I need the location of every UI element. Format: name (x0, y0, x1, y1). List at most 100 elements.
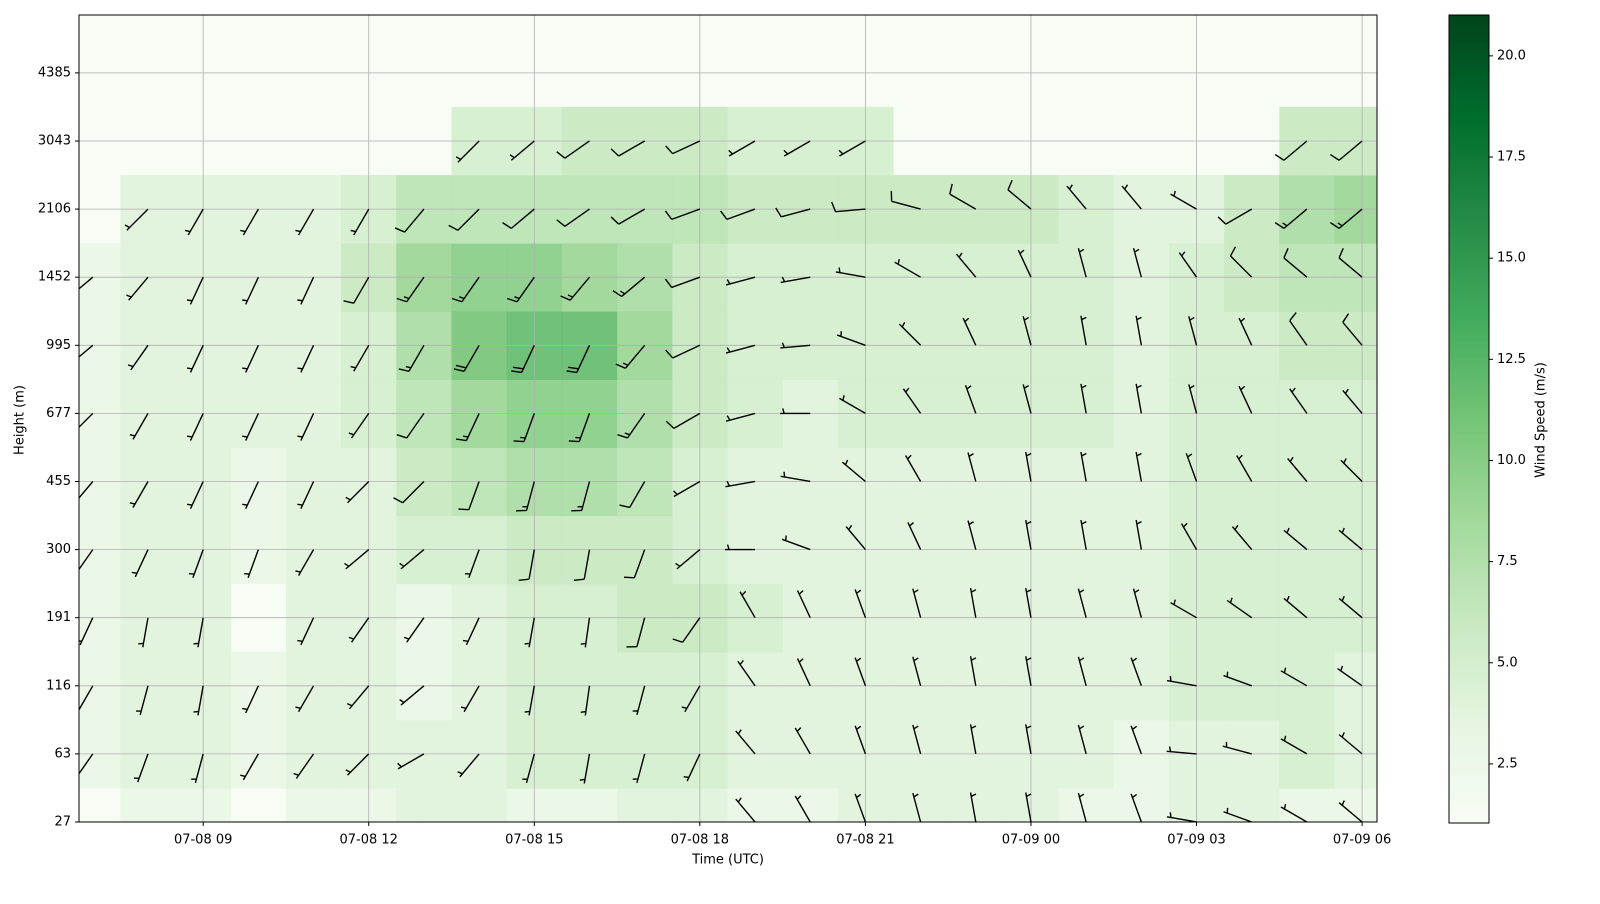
wind-barb (665, 344, 701, 359)
wind-barb (193, 685, 204, 716)
wind-barb (345, 480, 370, 504)
plot-frame (78, 14, 1378, 823)
heat-cell (451, 787, 508, 822)
wind-barb (796, 590, 811, 618)
wind-barb (725, 276, 756, 286)
wind-barb (79, 344, 94, 358)
wind-barb (898, 321, 922, 346)
wind-barb (1280, 803, 1308, 822)
wind-barb (1121, 184, 1142, 210)
wind-barb (455, 413, 480, 442)
wind-barb (737, 659, 756, 687)
wind-barb (393, 480, 425, 504)
wind-barb (79, 753, 94, 775)
wind-barb (571, 481, 591, 512)
wind-barb (457, 753, 480, 778)
wind-barb (1066, 184, 1087, 210)
wind-barb (665, 140, 701, 155)
wind-barb (673, 480, 701, 498)
wind-barb (129, 481, 149, 508)
wind-barb (1025, 724, 1032, 755)
wind-barb (295, 685, 315, 713)
wind-barb (568, 413, 591, 443)
wind-barb (1077, 588, 1087, 618)
wind-barb (912, 792, 922, 822)
heat-cell (782, 787, 839, 822)
wind-barb (348, 412, 370, 439)
x-tick-label: 07-08 15 (505, 833, 563, 848)
wind-barb (907, 522, 922, 550)
wind-barb (1077, 792, 1087, 822)
y-tick-label: 2106 (38, 202, 71, 217)
wind-barb (579, 753, 591, 784)
wind-barb (79, 549, 94, 571)
wind-barb (502, 208, 535, 229)
wind-barb (1170, 599, 1197, 619)
wind-barb (1166, 812, 1197, 822)
wind-barb (193, 617, 204, 648)
wind-barb (623, 549, 646, 579)
wind-barb (513, 413, 535, 443)
heat-cell (727, 787, 784, 822)
wind-barb (1022, 384, 1032, 414)
colorbar-tick-label: 10.0 (1497, 453, 1526, 468)
wind-barb (1340, 458, 1363, 482)
wind-barb (1017, 249, 1032, 278)
wind-barb (1166, 746, 1197, 755)
y-tick-label: 63 (54, 746, 71, 761)
wind-barb (451, 276, 480, 303)
wind-barb (186, 481, 204, 509)
wind-barb (1130, 657, 1143, 687)
wind-barb (1217, 208, 1253, 225)
wind-barb (1025, 451, 1032, 482)
wind-barb (138, 617, 149, 648)
wind-barb (297, 617, 315, 646)
wind-barb (854, 589, 867, 618)
y-tick-label: 455 (46, 474, 71, 489)
wind-barb (610, 208, 646, 225)
wind-barb (1229, 246, 1253, 278)
wind-barb (522, 753, 535, 784)
wind-barb (191, 753, 204, 784)
wind-barb (780, 408, 811, 415)
wind-barb (664, 208, 701, 221)
wind-barb (1238, 385, 1253, 414)
wind-barb (1007, 179, 1032, 210)
wind-barb (79, 412, 94, 429)
wind-barb (509, 140, 535, 161)
wind-barb (1185, 453, 1198, 482)
wind-barb (617, 412, 646, 439)
y-tick-label: 191 (46, 610, 71, 625)
wind-barb (955, 252, 977, 278)
wind-barb (780, 342, 811, 349)
wind-barb (1280, 735, 1308, 755)
wind-barb (136, 685, 149, 715)
wind-barb (124, 208, 149, 231)
wind-barb (1338, 527, 1363, 551)
wind-barb (912, 724, 922, 755)
wind-barb (518, 549, 535, 582)
x-axis-label: Time (UTC) (691, 853, 764, 868)
wind-barb (725, 344, 756, 354)
wind-barb (1289, 312, 1308, 346)
wind-barb (394, 208, 425, 233)
wind-barb (1135, 451, 1143, 482)
wind-barb (133, 753, 149, 783)
wind-barb (560, 276, 591, 301)
heat-cell (1279, 787, 1336, 822)
wind-barb (79, 481, 94, 500)
wind-barb (836, 331, 866, 346)
wind-barb (1223, 807, 1252, 822)
wind-barb (1080, 383, 1087, 414)
wind-barb (728, 140, 756, 157)
wind-barb (79, 276, 94, 290)
wind-barb (295, 549, 315, 576)
wind-barb (838, 140, 866, 157)
wind-barb (1283, 527, 1308, 551)
wind-barb (1330, 208, 1363, 229)
wind-barb (506, 276, 535, 303)
wind-barb (962, 317, 977, 346)
wind-barb (399, 549, 425, 570)
colorbar-label: Wind Speed (m/s) (1534, 362, 1549, 478)
wind-barb (665, 412, 701, 429)
